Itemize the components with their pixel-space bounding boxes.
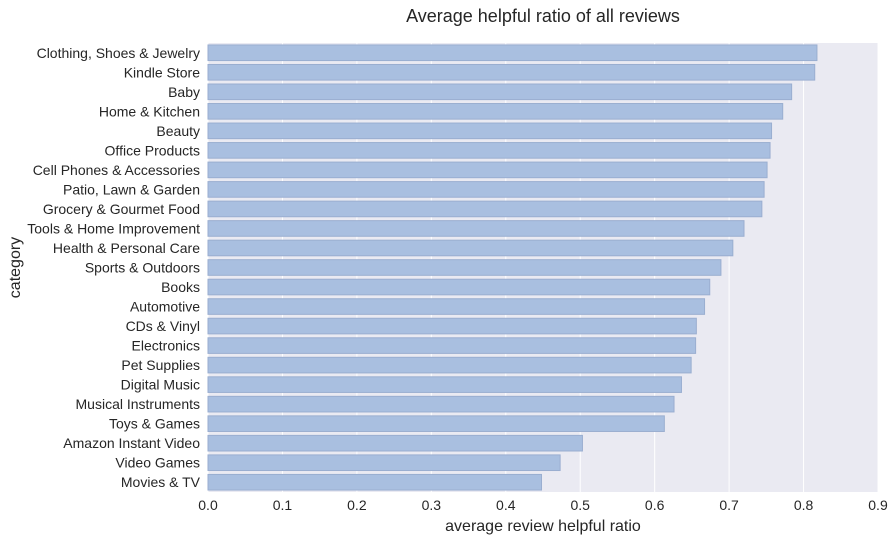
category-label: Health & Personal Care: [53, 240, 200, 256]
bar: [207, 415, 665, 432]
x-axis-label: average review helpful ratio: [445, 518, 641, 535]
bar: [207, 103, 784, 120]
category-labels: Clothing, Shoes & Jewelry Kindle Store Bab…: [27, 45, 200, 490]
x-tick-label: 0.8: [794, 497, 814, 513]
category-label: Toys & Games: [109, 416, 200, 432]
x-tick-label: 0.0: [198, 497, 218, 513]
bar: [207, 317, 697, 335]
bar: [207, 63, 816, 81]
bar: [207, 473, 543, 491]
category-label: Musical Instruments: [76, 396, 200, 412]
category-label: Books: [161, 279, 200, 295]
chart-title: Average helpful ratio of all reviews: [406, 6, 680, 26]
category-label: Electronics: [132, 338, 200, 354]
category-label: Tools & Home Improvement: [27, 220, 200, 236]
bar: [207, 454, 561, 472]
category-label: Cell Phones & Accessories: [33, 162, 200, 178]
bar: [207, 161, 768, 179]
category-label: Amazon Instant Video: [63, 435, 200, 451]
bar: [207, 142, 771, 159]
x-tick-label: 0.6: [645, 497, 665, 513]
bar: [207, 376, 682, 393]
category-label: Home & Kitchen: [99, 103, 200, 119]
bar: [207, 298, 706, 315]
x-tick-label: 0.4: [496, 497, 516, 513]
bar: [207, 44, 818, 62]
bar: [207, 259, 722, 276]
bar: [207, 122, 773, 140]
bar: [207, 220, 745, 237]
bar: [207, 278, 711, 296]
category-label: Sports & Outdoors: [85, 260, 200, 276]
bar: [207, 356, 692, 374]
bar: [207, 181, 765, 198]
y-axis-label: category: [7, 237, 24, 298]
x-tick-label: 0.2: [347, 497, 367, 513]
x-tick-label: 0.5: [570, 497, 590, 513]
x-tick-label: 0.3: [422, 497, 442, 513]
x-tick-label: 0.9: [868, 497, 888, 513]
category-label: Office Products: [105, 142, 200, 158]
x-tick-label: 0.1: [273, 497, 293, 513]
bar: [207, 395, 675, 413]
category-label: Movies & TV: [121, 474, 201, 490]
bar: [207, 83, 793, 101]
category-label: CDs & Vinyl: [126, 318, 200, 334]
bars: [207, 44, 818, 491]
x-tick-labels: 0.0 0.1 0.2 0.3 0.4 0.5 0.6 0.7 0.8 0.9: [198, 497, 888, 513]
category-label: Clothing, Shoes & Jewelry: [37, 45, 200, 61]
category-label: Pet Supplies: [121, 357, 200, 373]
x-tick-label: 0.7: [719, 497, 739, 513]
bar: [207, 239, 734, 257]
bar: [207, 337, 697, 354]
bar: [207, 434, 583, 452]
category-label: Patio, Lawn & Garden: [63, 181, 200, 197]
category-label: Baby: [168, 84, 200, 100]
category-label: Automotive: [130, 299, 200, 315]
category-label: Kindle Store: [124, 64, 200, 80]
category-label: Beauty: [156, 123, 200, 139]
bar: [207, 200, 763, 218]
category-label: Grocery & Gourmet Food: [43, 201, 200, 217]
category-label: Digital Music: [121, 377, 200, 393]
category-label: Video Games: [115, 455, 200, 471]
